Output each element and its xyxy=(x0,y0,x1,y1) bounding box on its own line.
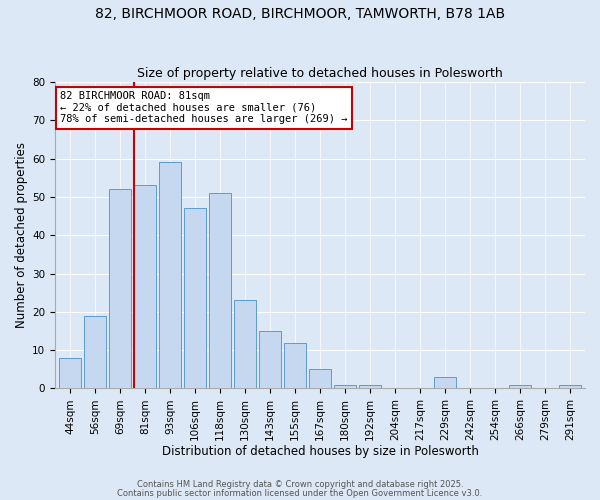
Bar xyxy=(235,300,256,388)
Bar xyxy=(184,208,206,388)
Bar xyxy=(59,358,80,388)
Bar xyxy=(559,384,581,388)
Bar xyxy=(334,384,356,388)
Text: Contains public sector information licensed under the Open Government Licence v3: Contains public sector information licen… xyxy=(118,488,482,498)
Bar xyxy=(134,186,155,388)
Bar xyxy=(259,331,281,388)
Bar xyxy=(160,162,181,388)
Bar xyxy=(109,190,131,388)
Title: Size of property relative to detached houses in Polesworth: Size of property relative to detached ho… xyxy=(137,66,503,80)
Text: 82 BIRCHMOOR ROAD: 81sqm
← 22% of detached houses are smaller (76)
78% of semi-d: 82 BIRCHMOOR ROAD: 81sqm ← 22% of detach… xyxy=(61,91,348,124)
Bar xyxy=(509,384,530,388)
X-axis label: Distribution of detached houses by size in Polesworth: Distribution of detached houses by size … xyxy=(161,444,478,458)
Text: Contains HM Land Registry data © Crown copyright and database right 2025.: Contains HM Land Registry data © Crown c… xyxy=(137,480,463,489)
Bar xyxy=(310,370,331,388)
Y-axis label: Number of detached properties: Number of detached properties xyxy=(15,142,28,328)
Bar xyxy=(209,193,230,388)
Bar xyxy=(434,377,455,388)
Bar xyxy=(284,342,305,388)
Bar xyxy=(85,316,106,388)
Text: 82, BIRCHMOOR ROAD, BIRCHMOOR, TAMWORTH, B78 1AB: 82, BIRCHMOOR ROAD, BIRCHMOOR, TAMWORTH,… xyxy=(95,8,505,22)
Bar xyxy=(359,384,380,388)
